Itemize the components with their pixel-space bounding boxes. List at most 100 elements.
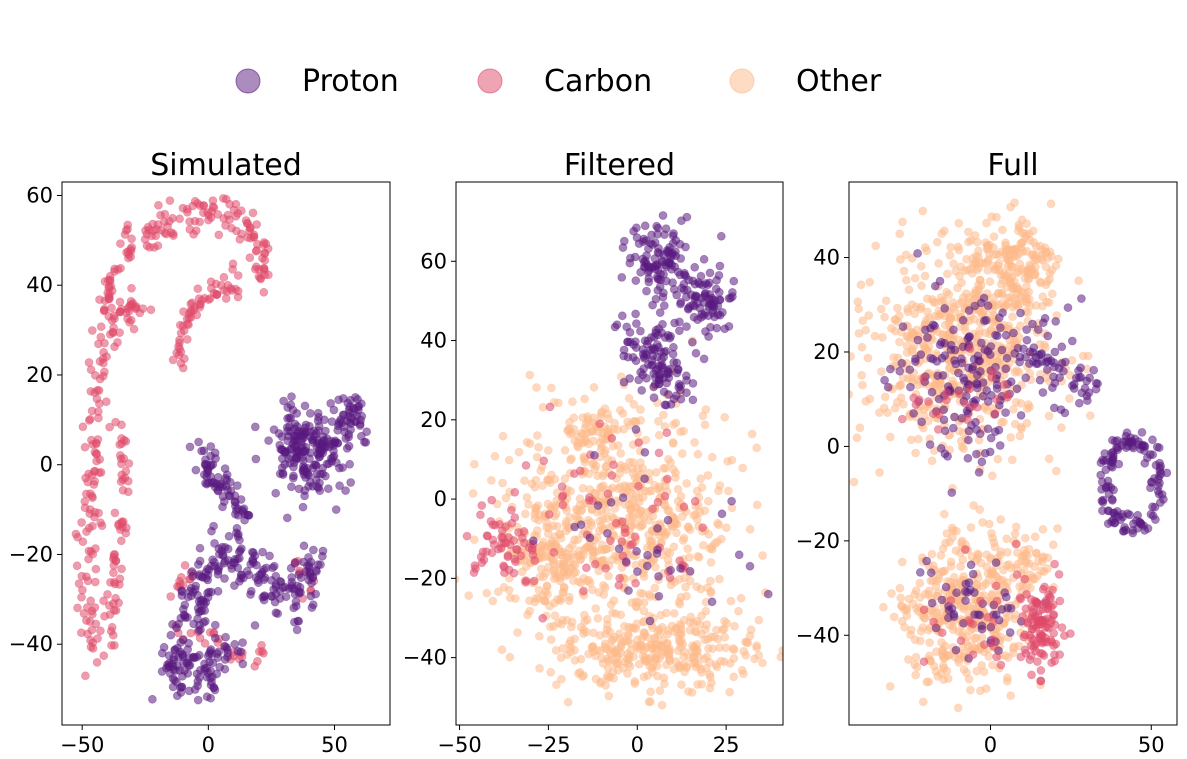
point-proton	[631, 309, 640, 319]
point-carbon	[99, 347, 108, 357]
point-proton	[1043, 353, 1053, 363]
point-proton	[642, 286, 651, 296]
x-tick-label: −50	[60, 733, 104, 757]
point-other	[915, 578, 925, 588]
point-proton	[679, 285, 689, 295]
point-other	[624, 393, 634, 403]
point-other	[1017, 264, 1026, 274]
point-carbon	[81, 473, 90, 483]
point-other	[914, 434, 923, 444]
point-other	[469, 459, 479, 469]
point-other	[564, 639, 574, 649]
point-proton	[287, 577, 297, 587]
point-proton	[640, 221, 650, 231]
point-carbon	[156, 210, 165, 220]
point-proton	[1049, 358, 1059, 368]
point-other	[537, 546, 547, 556]
point-proton	[306, 591, 316, 601]
point-other	[618, 409, 628, 418]
legend-item-proton: Proton	[235, 64, 399, 99]
point-proton	[943, 451, 952, 461]
point-other	[490, 451, 500, 461]
point-other	[532, 452, 542, 462]
point-proton	[305, 454, 314, 464]
point-proton	[213, 653, 223, 662]
point-carbon	[499, 561, 508, 571]
point-other	[680, 667, 689, 677]
point-proton	[218, 502, 227, 512]
point-proton	[194, 673, 204, 682]
point-proton	[675, 326, 684, 336]
point-other	[553, 522, 562, 531]
point-other	[1030, 562, 1039, 572]
point-other	[891, 315, 900, 325]
point-proton	[213, 472, 223, 482]
point-carbon	[1011, 539, 1021, 549]
point-proton	[193, 681, 203, 691]
point-proton	[344, 432, 354, 442]
point-carbon	[103, 590, 112, 599]
point-proton	[570, 522, 580, 532]
panel-filtered: Filtered −50 −25 0 25 −40 −20 0 20 40 60	[403, 148, 784, 757]
point-other	[546, 667, 556, 677]
point-other	[854, 328, 864, 338]
point-other	[690, 437, 699, 447]
point-proton	[948, 423, 958, 433]
point-carbon	[126, 244, 135, 254]
point-other	[645, 590, 654, 599]
point-carbon	[78, 422, 88, 432]
point-proton	[659, 352, 669, 362]
point-other	[975, 275, 985, 285]
y-tick-label: 40	[420, 329, 447, 353]
point-other	[501, 493, 511, 503]
point-other	[677, 512, 687, 521]
point-other	[553, 595, 562, 604]
point-proton	[344, 405, 354, 415]
point-proton	[344, 441, 354, 451]
point-other	[536, 564, 546, 574]
point-other	[637, 521, 647, 531]
point-proton	[619, 236, 629, 246]
point-carbon	[1037, 637, 1046, 646]
point-proton	[323, 484, 333, 494]
point-other	[922, 677, 932, 687]
point-carbon	[991, 581, 1001, 591]
point-carbon	[482, 547, 491, 557]
point-other	[724, 486, 733, 496]
point-other	[673, 484, 683, 494]
point-proton	[307, 603, 317, 612]
point-carbon	[477, 501, 487, 510]
point-other	[525, 439, 535, 449]
point-other	[1010, 419, 1020, 429]
point-carbon	[74, 579, 84, 588]
point-other	[657, 700, 667, 710]
point-proton	[990, 427, 1000, 437]
point-proton	[203, 592, 213, 602]
scatter-points-full	[849, 198, 1172, 713]
point-other	[881, 296, 891, 306]
point-carbon	[90, 388, 99, 397]
point-carbon	[1022, 589, 1031, 599]
point-proton	[197, 606, 207, 616]
point-carbon	[193, 284, 203, 294]
point-other	[1030, 270, 1040, 280]
point-proton	[230, 639, 240, 649]
point-other	[666, 580, 676, 590]
point-other	[903, 332, 913, 342]
point-carbon	[245, 253, 255, 263]
point-carbon	[942, 395, 951, 405]
point-other	[638, 492, 648, 502]
point-other	[870, 331, 880, 341]
point-other	[598, 471, 608, 481]
point-other	[644, 486, 654, 496]
point-other	[941, 538, 950, 548]
point-proton	[623, 352, 633, 362]
point-other	[521, 562, 531, 572]
point-proton	[714, 287, 724, 297]
point-carbon	[90, 603, 100, 612]
point-proton	[176, 688, 186, 697]
point-other	[927, 456, 937, 466]
point-proton	[210, 685, 220, 695]
point-carbon	[92, 658, 102, 667]
point-other	[662, 660, 671, 670]
